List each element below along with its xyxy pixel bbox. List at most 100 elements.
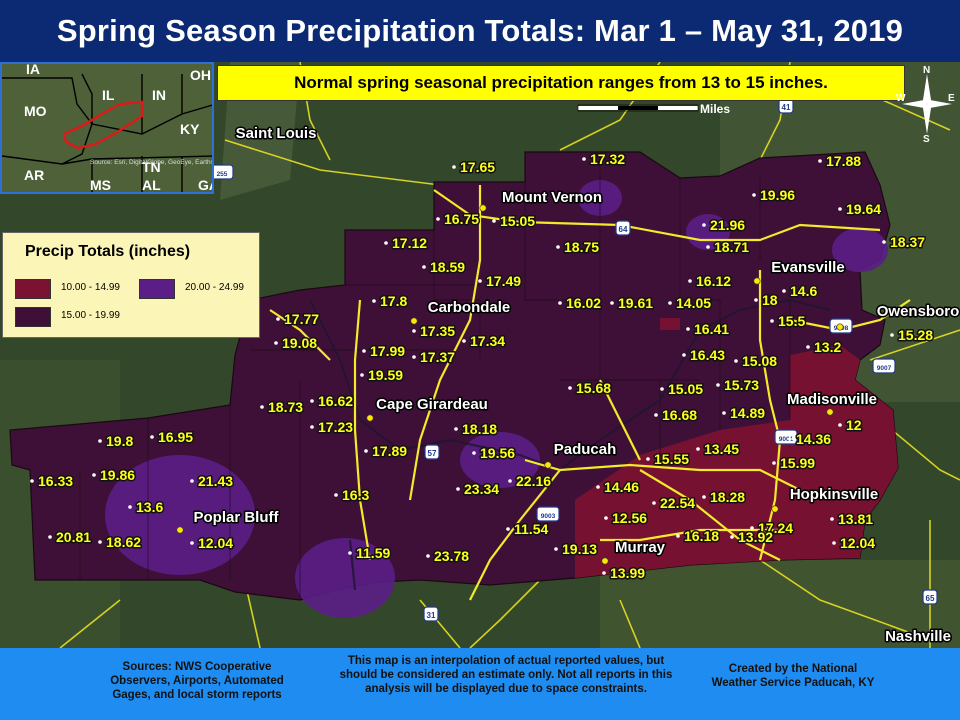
station-dot-icon — [696, 447, 700, 451]
station-dot-icon — [838, 423, 842, 427]
highway-shield-label: 57 — [428, 449, 437, 458]
precip-value: 16.95 — [158, 429, 193, 445]
station-dot-icon — [754, 298, 758, 302]
precip-value: 13.6 — [136, 499, 163, 515]
precip-value: 23.34 — [464, 481, 499, 497]
precip-value: 15.05 — [668, 381, 703, 397]
precip-value: 15.5 — [778, 313, 805, 329]
svg-text:E: E — [948, 93, 955, 104]
precip-value: 17.34 — [470, 333, 505, 349]
station-dot-icon — [98, 439, 102, 443]
station-dot-icon — [98, 540, 102, 544]
city-label: Hopkinsville — [790, 486, 878, 503]
precip-value: 14.6 — [790, 283, 817, 299]
station-dot-icon — [372, 299, 376, 303]
svg-text:W: W — [896, 93, 906, 104]
city-label: Murray — [615, 539, 666, 556]
station-dot-icon — [48, 535, 52, 539]
station-dot-icon — [150, 435, 154, 439]
inset-state-label: TN — [142, 159, 161, 175]
inset-state-label: KY — [180, 121, 200, 137]
station-dot-icon — [472, 451, 476, 455]
precip-value: 11.54 — [514, 521, 548, 537]
precip-value: 12.04 — [198, 535, 233, 551]
precip-value: 16.41 — [694, 321, 729, 337]
precip-value: 15.68 — [576, 380, 611, 396]
city-label: Paducah — [554, 441, 617, 458]
station-dot-icon — [730, 535, 734, 539]
station-dot-icon — [660, 387, 664, 391]
legend-label-20-25: 20.00 - 24.99 — [185, 282, 244, 293]
city-dot-icon — [479, 204, 487, 212]
precip-value: 17.23 — [318, 419, 353, 435]
station-dot-icon — [128, 505, 132, 509]
station-dot-icon — [456, 487, 460, 491]
precip-value: 19.96 — [760, 187, 795, 203]
inset-locator-map: IA IL IN OH MO KY AR TN MS AL GA Source: Esri, Dig… — [0, 62, 214, 194]
station-dot-icon — [702, 495, 706, 499]
precip-value: 14.05 — [676, 295, 711, 311]
station-dot-icon — [818, 159, 822, 163]
station-dot-icon — [492, 219, 496, 223]
station-dot-icon — [190, 541, 194, 545]
compass-rose-icon: N S W E — [896, 65, 955, 142]
precip-value: 19.61 — [618, 295, 653, 311]
legend-label-15-20: 15.00 - 19.99 — [61, 310, 120, 321]
scale-label: Miles — [700, 102, 730, 116]
station-dot-icon — [362, 349, 366, 353]
station-dot-icon — [454, 427, 458, 431]
precip-value: 13.99 — [610, 565, 645, 581]
station-dot-icon — [596, 485, 600, 489]
precip-value: 16.12 — [696, 273, 731, 289]
station-dot-icon — [702, 223, 706, 227]
precip-value: 15.05 — [500, 213, 535, 229]
precip-value: 16.62 — [318, 393, 353, 409]
station-dot-icon — [788, 437, 792, 441]
city-label: Nashville — [885, 628, 951, 645]
station-dot-icon — [310, 425, 314, 429]
precip-value: 17.37 — [420, 349, 455, 365]
precip-value: 13.92 — [738, 529, 773, 545]
station-dot-icon — [604, 516, 608, 520]
precip-value: 15.73 — [724, 377, 759, 393]
station-dot-icon — [276, 317, 280, 321]
precip-value: 14.89 — [730, 405, 765, 421]
city-label: Mount Vernon — [502, 189, 602, 206]
station-dot-icon — [30, 479, 34, 483]
station-dot-icon — [752, 193, 756, 197]
precip-value: 12.56 — [612, 510, 647, 526]
highway-shield-icon — [424, 444, 440, 460]
precip-value: 17.35 — [420, 323, 455, 339]
precip-value: 17.8 — [380, 293, 407, 309]
station-dot-icon — [412, 329, 416, 333]
footer-sources: Sources: NWS Cooperative Observers, Airp… — [110, 661, 284, 701]
station-dot-icon — [554, 547, 558, 551]
precip-value: 13.2 — [814, 339, 841, 355]
station-dot-icon — [92, 473, 96, 477]
normal-precip-note: Normal spring seasonal precipitation ran… — [217, 65, 905, 101]
city-dot-icon — [544, 461, 552, 469]
legend-swatch-20-25 — [139, 279, 175, 299]
precip-value: 14.36 — [796, 431, 831, 447]
highway-shield-icon — [423, 606, 439, 622]
scale-bar: Miles — [577, 102, 730, 116]
precip-value: 17.12 — [392, 235, 427, 251]
precip-value: 12.04 — [840, 535, 875, 551]
city-dot-icon — [601, 557, 609, 565]
station-dot-icon — [688, 279, 692, 283]
precip-value: 19.13 — [562, 541, 597, 557]
svg-text:N: N — [923, 65, 930, 76]
city-label: Owensboro — [877, 303, 960, 320]
precip-value: 15.28 — [898, 327, 933, 343]
precip-value: 16.18 — [684, 528, 719, 544]
precip-value: 14.46 — [604, 479, 639, 495]
highway-shield-icon — [872, 358, 896, 374]
city-label: Carbondale — [428, 299, 511, 316]
precip-value: 21.43 — [198, 473, 233, 489]
station-dot-icon — [274, 341, 278, 345]
highway-shield-label: 64 — [619, 225, 628, 234]
precip-value: 18.62 — [106, 534, 141, 550]
station-dot-icon — [556, 245, 560, 249]
station-dot-icon — [558, 301, 562, 305]
precip-value: 21.96 — [710, 217, 745, 233]
